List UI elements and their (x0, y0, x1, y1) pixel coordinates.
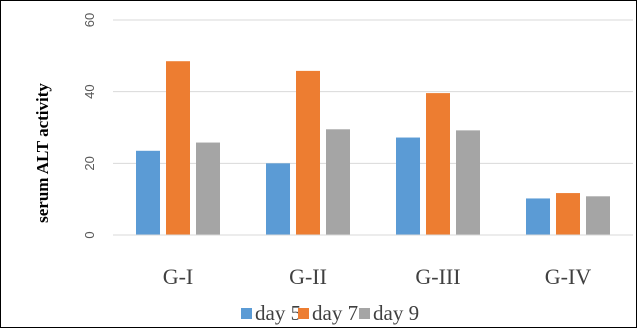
bar-g-iv-day-7 (556, 193, 580, 235)
bar-g-iii-day-5 (396, 137, 420, 235)
legend-label: day 5 (255, 301, 301, 325)
legend-swatch (241, 308, 252, 319)
legend: day 5 day 7 day 9 (241, 301, 419, 325)
bar-g-iii-day-7 (426, 93, 450, 235)
bar-g-i-day-5 (136, 150, 160, 235)
legend-label: day 9 (373, 301, 419, 325)
x-tick-label: G-II (289, 264, 327, 289)
legend-swatch (359, 308, 370, 319)
legend-swatch (298, 308, 309, 319)
x-tick-label: G-I (163, 264, 194, 289)
y-axis-tick-labels: 0 20 40 60 (82, 13, 97, 239)
bar-g-ii-day-5 (266, 163, 290, 235)
x-axis-tick-labels: G-I G-II G-III G-IV (163, 264, 592, 289)
y-tick-label: 60 (82, 13, 97, 27)
legend-label: day 7 (312, 301, 358, 325)
bar-g-iii-day-9 (456, 130, 480, 235)
bars (136, 61, 610, 236)
gridlines (113, 19, 633, 164)
bar-g-iv-day-9 (586, 196, 610, 235)
bar-g-iv-day-5 (526, 198, 550, 235)
bar-g-i-day-9 (196, 142, 220, 235)
y-axis-label: serum ALT activity (33, 83, 52, 223)
y-tick-label: 20 (82, 156, 97, 170)
bar-g-ii-day-9 (326, 129, 350, 235)
y-tick-label: 40 (82, 84, 97, 98)
x-tick-label: G-IV (545, 264, 592, 289)
bar-g-ii-day-7 (296, 70, 320, 235)
bar-g-i-day-7 (166, 61, 190, 236)
x-tick-label: G-III (415, 264, 460, 289)
y-tick-label: 0 (82, 231, 97, 238)
